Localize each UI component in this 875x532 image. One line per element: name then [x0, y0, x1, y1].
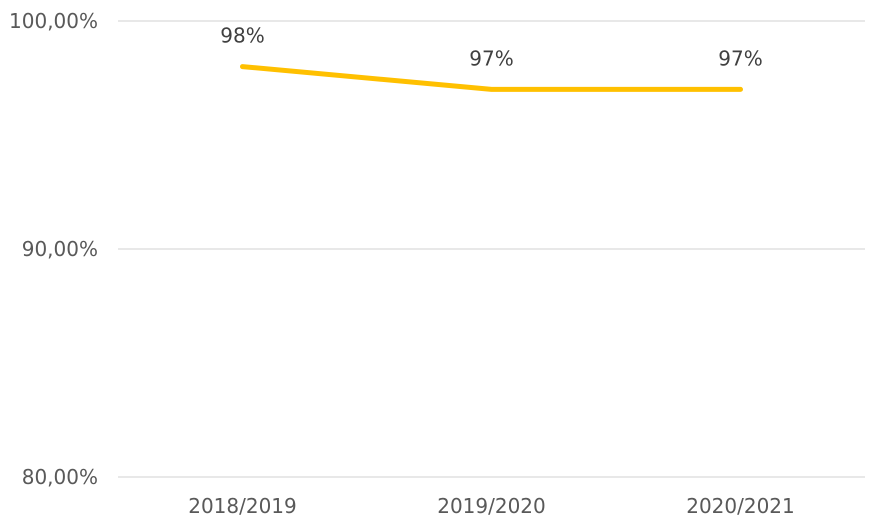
data-labels: 98% 97% 97%	[220, 24, 762, 71]
gridlines	[118, 20, 865, 478]
x-axis-tick-labels: 2018/2019 2019/2020 2020/2021	[188, 494, 795, 518]
series-line	[240, 64, 743, 92]
x-tick-label: 2020/2021	[686, 494, 795, 518]
y-tick-label: 90,00%	[22, 237, 98, 261]
y-axis-tick-labels: 100,00% 90,00% 80,00%	[9, 9, 98, 489]
y-tick-label: 100,00%	[9, 9, 98, 33]
data-label: 97%	[469, 46, 513, 70]
x-tick-label: 2019/2020	[437, 494, 546, 518]
x-tick-label: 2018/2019	[188, 494, 297, 518]
data-label: 98%	[220, 24, 264, 48]
data-label: 97%	[718, 46, 762, 70]
y-tick-label: 80,00%	[22, 465, 98, 489]
series-lines	[240, 64, 743, 92]
